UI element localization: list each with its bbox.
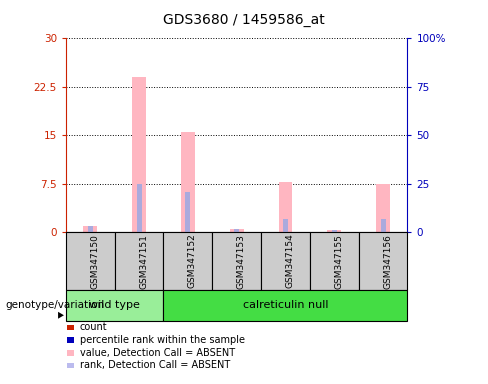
Bar xyxy=(66,232,115,290)
Bar xyxy=(163,232,212,290)
Bar xyxy=(234,229,239,232)
Bar xyxy=(66,290,163,321)
Text: count: count xyxy=(80,322,107,332)
Bar xyxy=(359,232,407,290)
Bar xyxy=(310,232,359,290)
Text: GSM347154: GSM347154 xyxy=(285,234,294,288)
Polygon shape xyxy=(58,312,64,319)
Bar xyxy=(115,232,163,290)
Bar xyxy=(230,229,244,232)
Bar xyxy=(67,338,74,343)
Bar xyxy=(279,182,292,232)
Text: GSM347156: GSM347156 xyxy=(383,234,392,288)
Bar xyxy=(261,232,310,290)
Text: GDS3680 / 1459586_at: GDS3680 / 1459586_at xyxy=(163,13,325,27)
Text: GSM347152: GSM347152 xyxy=(188,234,197,288)
Bar xyxy=(212,232,261,290)
Text: value, Detection Call = ABSENT: value, Detection Call = ABSENT xyxy=(80,348,235,358)
Text: GSM347153: GSM347153 xyxy=(237,234,245,288)
Bar xyxy=(67,363,74,368)
Bar xyxy=(185,192,190,232)
Bar xyxy=(181,132,195,232)
Bar xyxy=(67,350,74,356)
Bar xyxy=(376,184,390,232)
Text: genotype/variation: genotype/variation xyxy=(5,300,104,310)
Bar xyxy=(83,226,97,232)
Bar xyxy=(163,290,407,321)
Text: GSM347151: GSM347151 xyxy=(139,234,148,288)
Bar xyxy=(327,230,341,232)
Bar xyxy=(283,219,288,232)
Bar xyxy=(381,219,386,232)
Bar xyxy=(67,325,74,330)
Bar xyxy=(132,77,146,232)
Text: percentile rank within the sample: percentile rank within the sample xyxy=(80,335,244,345)
Text: GSM347150: GSM347150 xyxy=(90,234,99,288)
Text: rank, Detection Call = ABSENT: rank, Detection Call = ABSENT xyxy=(80,360,230,370)
Text: wild type: wild type xyxy=(89,300,140,310)
Text: calreticulin null: calreticulin null xyxy=(243,300,328,310)
Bar xyxy=(332,230,337,232)
Bar xyxy=(137,184,142,232)
Bar xyxy=(88,226,93,232)
Text: GSM347155: GSM347155 xyxy=(334,234,343,288)
